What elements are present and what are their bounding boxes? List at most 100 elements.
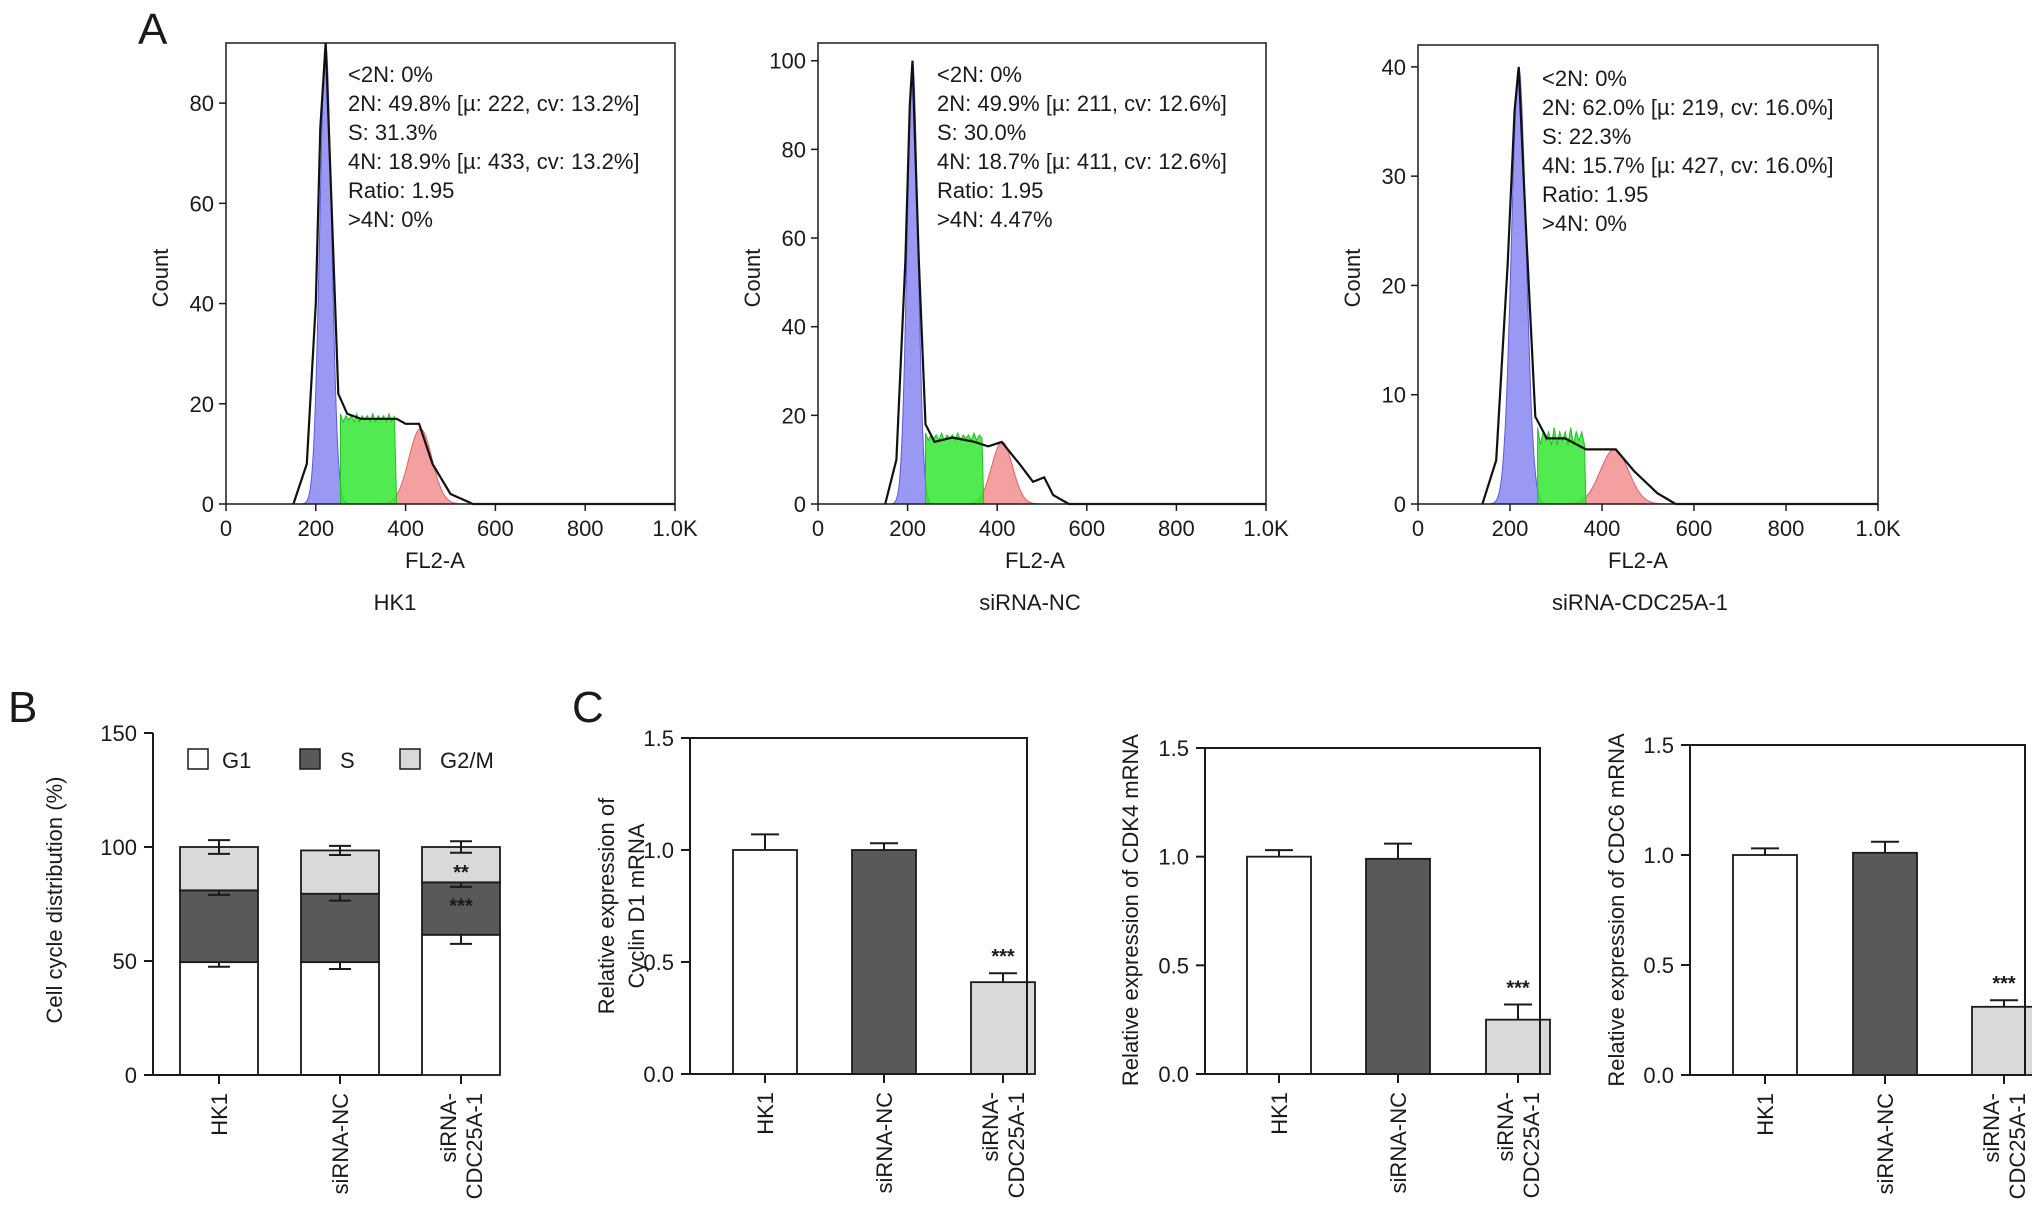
x-tick-label: 800 <box>1768 516 1805 541</box>
y-tick-label: 0.0 <box>643 1062 674 1087</box>
significance-star-g2m: ** <box>453 862 469 884</box>
annotation-block: <2N: 0% 2N: 49.8% [µ: 222, cv: 13.2%] S:… <box>348 62 640 232</box>
x-axis-ticks: 0 200 400 600 800 1.0K <box>812 504 1289 541</box>
x-tick-label: 600 <box>477 516 514 541</box>
annotation-s: S: 22.3% <box>1542 124 1631 149</box>
bar-chart-cyclin-d1: *** 0.0 0.5 1.0 1.5 HK1 siRNA-NC siRNA- CDC25A… <box>594 726 1036 1198</box>
y-tick-label: 100 <box>769 49 806 74</box>
annotation-2n: 2N: 49.9% [µ: 211, cv: 12.6%] <box>937 91 1227 116</box>
x-axis-title: FL2-A <box>1005 548 1065 573</box>
x-tick-label: siRNA- <box>1979 1093 2004 1163</box>
panel-label-b: B <box>8 683 37 732</box>
annotation-4n: 4N: 18.7% [µ: 411, cv: 12.6%] <box>937 149 1227 174</box>
x-axis-ticks: 0 200 400 600 800 1.0K <box>220 504 698 541</box>
y-tick-label: 100 <box>100 835 137 860</box>
y-tick-label: 150 <box>100 721 137 746</box>
x-tick-label: 200 <box>889 516 926 541</box>
legend-label-g1: G1 <box>222 748 251 773</box>
y-axis-title: Count <box>148 249 173 308</box>
y-axis-title-line-1: Relative expression of <box>594 797 619 1014</box>
histogram-curve <box>1481 66 1878 506</box>
y-tick-label: 20 <box>190 392 214 417</box>
x-axis-ticks: 0 200 400 600 800 1.0K <box>1412 504 1901 541</box>
x-axis-title: FL2-A <box>405 548 465 573</box>
y-tick-label: 10 <box>1382 383 1406 408</box>
bar-1 <box>851 849 917 1075</box>
y-tick-label: 60 <box>782 226 806 251</box>
panel-label-c: C <box>572 683 604 732</box>
plot-frame <box>817 42 1267 505</box>
stacked-bar-segment-s <box>421 881 501 936</box>
stacked-bar-segment-g2m <box>300 849 380 895</box>
x-tick-label: 1.0K <box>1243 516 1289 541</box>
annotation-ratio: Ratio: 1.95 <box>348 178 454 203</box>
y-tick-label: 1.0 <box>1158 845 1189 870</box>
s-phase-area <box>925 431 985 505</box>
x-tick-label-group: HK1 <box>1267 1092 1292 1135</box>
y-axis-title: Relative expression of CDC6 mRNA <box>1604 733 1629 1087</box>
annotation-sub2n: <2N: 0% <box>937 62 1022 87</box>
y-tick-label: 40 <box>190 292 214 317</box>
x-tick-label: 400 <box>387 516 424 541</box>
bar-chart-cdc6: *** 0.0 0.5 1.0 1.5 HK1 siRNA-NC siRNA- CDC25A… <box>1604 733 2032 1199</box>
significance-star: *** <box>1992 973 2016 995</box>
y-tick-label: 40 <box>782 315 806 340</box>
y-tick-label: 80 <box>782 137 806 162</box>
y-tick-label: 0 <box>1394 492 1406 517</box>
x-tick-label: 200 <box>297 516 334 541</box>
x-tick-label: siRNA- <box>1493 1092 1518 1162</box>
y-tick-label: 0.5 <box>643 950 674 975</box>
y-tick-label: 0.0 <box>1643 1063 1674 1088</box>
histogram-sirna-nc: 0 200 400 600 800 1.0K 0 20 40 60 80 100 FL2-A Cou… <box>740 42 1289 615</box>
y-tick-label: 1.5 <box>1158 736 1189 761</box>
legend-label-s: S <box>340 748 355 773</box>
y-tick-label: 0 <box>794 492 806 517</box>
y-tick-label: 20 <box>782 403 806 428</box>
y-axis-ticks: 0.0 0.5 1.0 1.5 <box>643 726 690 1087</box>
x-tick-label-group: siRNA- CDC25A-1 <box>436 1093 487 1199</box>
panel-label-a: A <box>138 5 168 54</box>
y-tick-label: 0.5 <box>1158 953 1189 978</box>
y-tick-label: 1.0 <box>643 838 674 863</box>
y-axis-title: Cell cycle distribution (%) <box>42 777 67 1024</box>
y-axis-ticks: 0 20 40 60 80 <box>190 91 226 517</box>
annotation-2n: 2N: 49.8% [µ: 222, cv: 13.2%] <box>348 91 640 116</box>
bar-2 <box>1971 1005 2032 1076</box>
y-tick-label: 60 <box>190 191 214 216</box>
sample-label: siRNA-CDC25A-1 <box>1552 590 1728 615</box>
x-tick-label-group: siRNA-NC <box>328 1093 353 1195</box>
x-tick-label-group: HK1 <box>1753 1093 1778 1136</box>
x-tick-label-group: siRNA-NC <box>1386 1092 1411 1194</box>
x-tick-label: 400 <box>1584 516 1621 541</box>
annotation-above4n: >4N: 0% <box>348 207 433 232</box>
x-tick-label: 600 <box>1676 516 1713 541</box>
x-tick-label: siRNA-NC <box>872 1092 897 1194</box>
x-tick-label-group: HK1 <box>207 1093 232 1136</box>
annotation-2n: 2N: 62.0% [µ: 219, cv: 16.0%] <box>1542 95 1834 120</box>
x-tick-label: CDC25A-1 <box>462 1093 487 1199</box>
significance-star: *** <box>1506 977 1530 999</box>
annotation-above4n: >4N: 4.47% <box>937 207 1053 232</box>
annotation-4n: 4N: 15.7% [µ: 427, cv: 16.0%] <box>1542 153 1834 178</box>
x-tick-label-group: HK1 <box>753 1092 778 1135</box>
annotation-ratio: Ratio: 1.95 <box>1542 182 1648 207</box>
legend-swatch-g2m <box>399 748 421 770</box>
bar-0 <box>1732 854 1798 1076</box>
x-tick-label: siRNA-NC <box>1386 1092 1411 1194</box>
annotation-s: S: 30.0% <box>937 120 1026 145</box>
bar-1 <box>1365 857 1431 1075</box>
x-tick-label: HK1 <box>207 1093 232 1136</box>
significance-star-s: *** <box>449 895 473 917</box>
s-phase-area <box>339 412 398 505</box>
x-tick-label: 200 <box>1492 516 1529 541</box>
bar-chart-cdk4: *** 0.0 0.5 1.0 1.5 HK1 siRNA-NC siRNA- CDC25A… <box>1118 734 1551 1198</box>
x-tick-label: 1.0K <box>652 516 698 541</box>
x-axis-labels: HK1 siRNA-NC siRNA- CDC25A-1 <box>1267 1074 1544 1198</box>
annotation-block: <2N: 0% 2N: 62.0% [µ: 219, cv: 16.0%] S:… <box>1542 66 1834 236</box>
x-tick-label: 800 <box>567 516 604 541</box>
legend: G1 S G2/M <box>187 748 494 773</box>
